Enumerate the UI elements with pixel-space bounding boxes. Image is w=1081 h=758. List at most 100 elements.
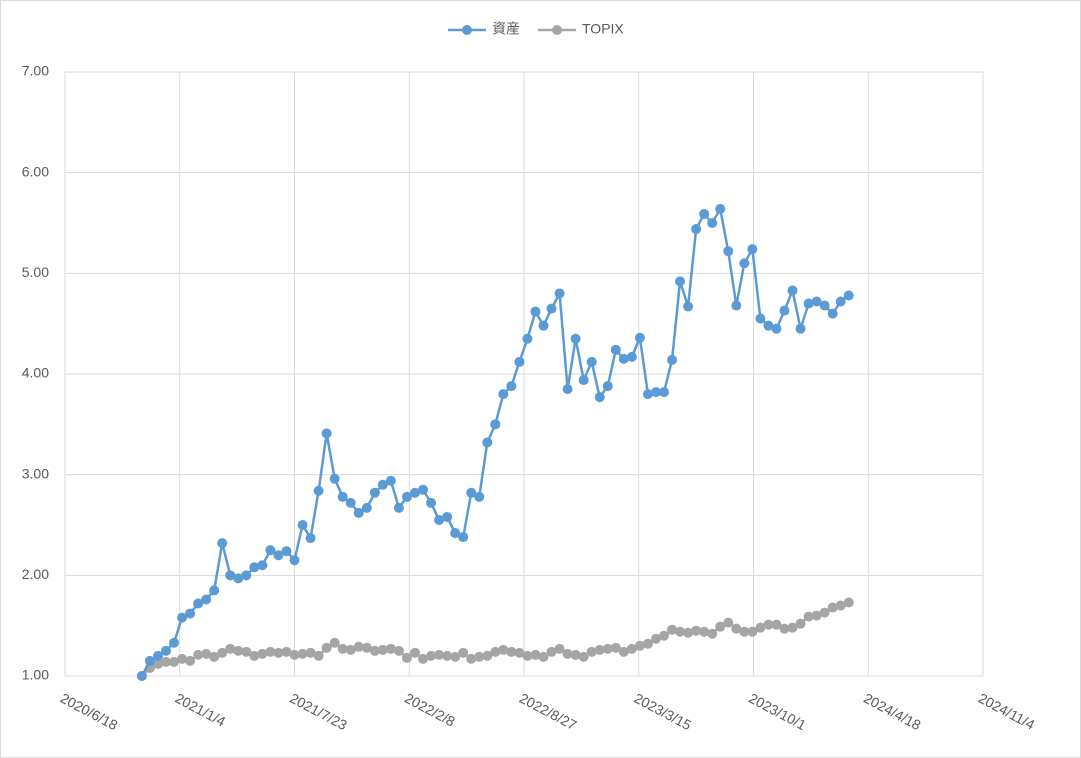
data-point	[514, 647, 525, 658]
data-point	[514, 356, 525, 367]
data-point	[201, 648, 212, 659]
data-point	[747, 244, 758, 255]
data-point	[650, 387, 661, 398]
data-point	[787, 622, 798, 633]
data-point	[152, 658, 163, 669]
data-point	[795, 323, 806, 334]
data-point	[827, 308, 838, 319]
data-point	[570, 333, 581, 344]
data-point	[297, 648, 308, 659]
data-point	[546, 303, 557, 314]
data-point	[594, 644, 605, 655]
data-point	[233, 573, 244, 584]
data-point	[385, 475, 396, 486]
data-point	[731, 300, 742, 311]
data-point	[723, 617, 734, 628]
data-point	[498, 644, 509, 655]
data-point	[385, 643, 396, 654]
data-point	[377, 479, 388, 490]
data-point	[490, 419, 501, 430]
data-point	[506, 646, 517, 657]
data-point	[257, 560, 268, 571]
data-point	[843, 597, 854, 608]
data-point	[755, 622, 766, 633]
data-point	[474, 651, 485, 662]
legend-label: TOPIX	[582, 21, 624, 37]
data-point	[458, 647, 469, 658]
data-point	[426, 650, 437, 661]
data-point	[610, 344, 621, 355]
data-point	[409, 487, 420, 498]
data-point	[811, 610, 822, 621]
data-point	[707, 628, 718, 639]
data-point	[675, 276, 686, 287]
data-point	[225, 570, 236, 581]
data-point	[739, 626, 750, 637]
data-point	[586, 646, 597, 657]
data-point	[586, 356, 597, 367]
data-point	[289, 649, 300, 660]
data-point	[136, 671, 147, 681]
data-point	[490, 646, 501, 657]
y-tick-label: 2.00	[22, 566, 49, 582]
data-point	[313, 650, 324, 661]
data-point	[562, 384, 573, 395]
data-point	[803, 298, 814, 309]
data-point	[691, 625, 702, 636]
data-point	[225, 643, 236, 654]
data-point	[546, 646, 557, 657]
data-point	[723, 246, 734, 257]
data-point	[144, 655, 155, 666]
data-point	[739, 258, 750, 269]
data-point	[393, 645, 404, 656]
data-point	[160, 645, 171, 656]
data-point	[169, 637, 180, 648]
data-point	[249, 650, 260, 661]
data-point	[434, 649, 445, 660]
data-point	[843, 290, 854, 301]
data-point	[667, 354, 678, 365]
data-point	[329, 473, 340, 484]
data-point	[450, 528, 461, 539]
data-point	[562, 648, 573, 659]
data-point	[691, 224, 702, 235]
data-point	[827, 602, 838, 613]
data-point	[160, 656, 171, 667]
data-point	[819, 607, 830, 618]
data-point	[650, 633, 661, 644]
data-point	[506, 381, 517, 392]
data-point	[458, 532, 469, 543]
data-point	[498, 389, 509, 400]
data-point	[193, 649, 204, 660]
data-point	[787, 285, 798, 296]
data-point	[578, 375, 589, 386]
data-point	[594, 392, 605, 403]
data-point	[305, 533, 316, 544]
y-tick-label: 7.00	[22, 63, 49, 79]
data-point	[634, 332, 645, 343]
data-point	[699, 208, 710, 219]
data-point	[602, 381, 613, 392]
data-point	[273, 550, 284, 561]
data-point	[530, 649, 541, 660]
data-point	[442, 511, 453, 522]
data-point	[642, 638, 653, 649]
data-point	[618, 353, 629, 364]
data-point	[369, 487, 380, 498]
data-point	[177, 653, 188, 664]
data-point	[747, 626, 758, 637]
data-point	[281, 546, 292, 557]
y-tick-label: 3.00	[22, 465, 49, 481]
data-point	[642, 389, 653, 400]
data-point	[835, 296, 846, 307]
data-point	[779, 305, 790, 316]
data-point	[321, 428, 332, 439]
data-point	[313, 485, 324, 496]
data-point	[610, 642, 621, 653]
data-point	[217, 538, 228, 549]
data-point	[795, 618, 806, 629]
data-point	[667, 624, 678, 635]
data-point	[578, 651, 589, 662]
data-point	[819, 300, 830, 311]
